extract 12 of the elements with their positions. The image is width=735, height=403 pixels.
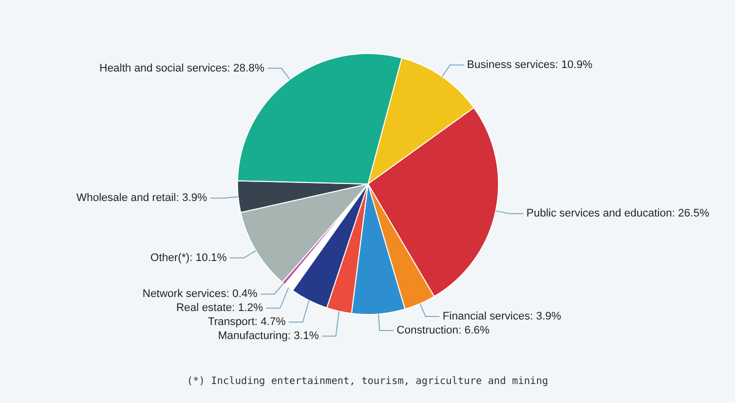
slice-label: Public services and education: 26.5% xyxy=(526,208,710,220)
slice-label: Financial services: 3.9% xyxy=(442,310,562,323)
slice-label: Construction: 6.6% xyxy=(396,324,490,337)
slice-label: Real estate: 1.2% xyxy=(176,302,264,314)
slice-label: Network services: 0.4% xyxy=(142,288,258,300)
slice-label: Other(*): 10.1% xyxy=(150,252,228,264)
slice-label: Wholesale and retail: 3.9% xyxy=(76,192,208,204)
slice-label: Manufacturing: 3.1% xyxy=(218,330,320,342)
text: (*) Including entertainment, tourism, agriculture and mining xyxy=(186,376,550,387)
slice-label: Health and social services: 28.8% xyxy=(99,62,265,74)
slice-label: Transport: 4.7% xyxy=(208,316,286,328)
slice-label: Business services: 10.9% xyxy=(467,59,593,72)
